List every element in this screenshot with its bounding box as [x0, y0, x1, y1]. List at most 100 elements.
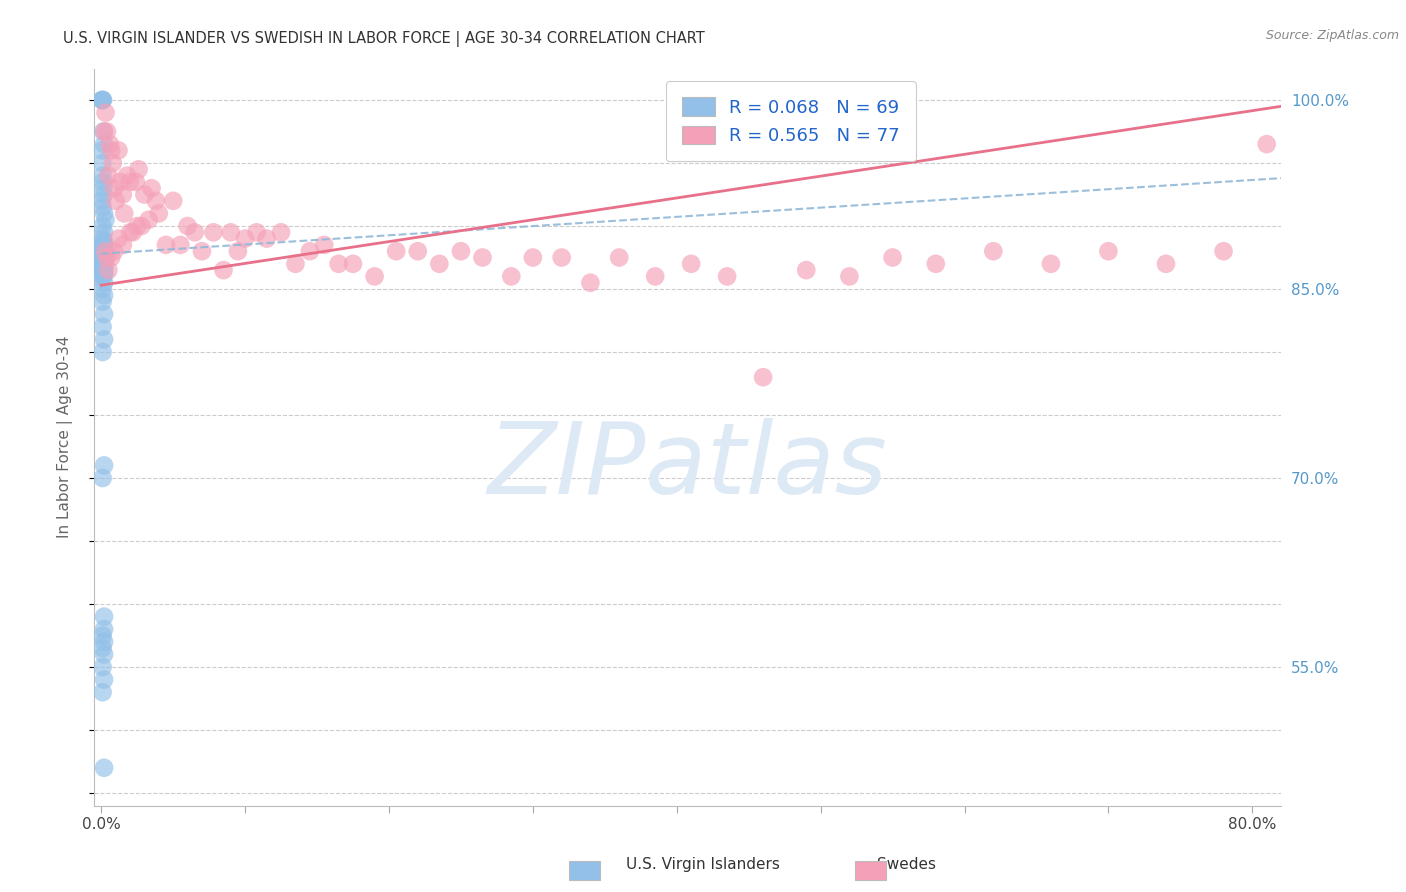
- Point: [246, 225, 269, 239]
- Point: [93, 244, 115, 259]
- Point: [145, 194, 167, 208]
- Point: [226, 244, 249, 259]
- Point: [90, 93, 112, 107]
- Point: [91, 319, 114, 334]
- Point: [93, 253, 115, 268]
- Point: [1256, 137, 1278, 152]
- Point: [108, 175, 131, 189]
- Point: [93, 761, 115, 775]
- Point: [134, 187, 156, 202]
- Point: [93, 260, 115, 275]
- Point: [101, 156, 124, 170]
- Point: [794, 263, 817, 277]
- Point: [93, 263, 115, 277]
- Point: [93, 239, 115, 253]
- Point: [93, 458, 115, 473]
- Point: [91, 345, 114, 359]
- Text: Source: ZipAtlas.com: Source: ZipAtlas.com: [1265, 29, 1399, 42]
- Point: [96, 124, 118, 138]
- Point: [91, 175, 114, 189]
- Point: [93, 255, 115, 269]
- Point: [91, 169, 114, 183]
- Point: [91, 93, 114, 107]
- Point: [328, 257, 350, 271]
- Point: [579, 276, 602, 290]
- Point: [93, 249, 115, 263]
- Point: [91, 261, 114, 276]
- Point: [91, 641, 114, 656]
- Point: [270, 225, 292, 239]
- Point: [91, 267, 114, 281]
- Point: [94, 244, 117, 259]
- Point: [256, 232, 278, 246]
- Point: [107, 232, 129, 246]
- Point: [91, 243, 114, 257]
- Point: [91, 254, 114, 268]
- Point: [1097, 244, 1119, 259]
- Point: [94, 105, 117, 120]
- Point: [91, 294, 114, 309]
- Point: [91, 93, 114, 107]
- Point: [162, 194, 184, 208]
- Point: [93, 124, 115, 138]
- Legend: R = 0.068   N = 69, R = 0.565   N = 77: R = 0.068 N = 69, R = 0.565 N = 77: [666, 81, 915, 161]
- Point: [406, 244, 429, 259]
- Point: [925, 257, 948, 271]
- Point: [1039, 257, 1062, 271]
- Point: [882, 251, 904, 265]
- Point: [644, 269, 666, 284]
- Point: [93, 307, 115, 321]
- Point: [98, 137, 121, 152]
- Point: [125, 175, 148, 189]
- Point: [111, 187, 134, 202]
- Point: [93, 206, 115, 220]
- Point: [91, 219, 114, 233]
- Point: [131, 219, 153, 233]
- Point: [91, 252, 114, 266]
- Point: [93, 187, 115, 202]
- Point: [93, 333, 115, 347]
- Point: [107, 144, 129, 158]
- Point: [93, 673, 115, 687]
- Point: [138, 212, 160, 227]
- Point: [1154, 257, 1177, 271]
- Point: [115, 169, 138, 183]
- Point: [314, 238, 336, 252]
- Point: [184, 225, 207, 239]
- Point: [93, 266, 115, 280]
- Point: [212, 263, 235, 277]
- Point: [93, 635, 115, 649]
- Point: [607, 251, 630, 265]
- Point: [97, 263, 120, 277]
- Point: [91, 235, 114, 250]
- Point: [94, 212, 117, 227]
- Point: [838, 269, 860, 284]
- Point: [93, 622, 115, 636]
- Point: [93, 181, 115, 195]
- Point: [981, 244, 1004, 259]
- Point: [148, 206, 170, 220]
- Point: [681, 257, 703, 271]
- Point: [112, 206, 135, 220]
- Point: [91, 156, 114, 170]
- Point: [91, 257, 114, 271]
- Point: [93, 236, 115, 251]
- Point: [100, 144, 122, 158]
- Point: [91, 245, 114, 260]
- Text: ZIPatlas: ZIPatlas: [488, 418, 887, 515]
- Point: [91, 685, 114, 699]
- Point: [93, 124, 115, 138]
- Point: [97, 169, 120, 183]
- Point: [91, 269, 114, 284]
- Point: [91, 238, 114, 252]
- Point: [93, 609, 115, 624]
- Point: [550, 251, 572, 265]
- Point: [91, 282, 114, 296]
- Point: [93, 276, 115, 290]
- Point: [522, 251, 544, 265]
- Point: [141, 181, 163, 195]
- Point: [104, 194, 127, 208]
- Point: [91, 93, 114, 107]
- Y-axis label: In Labor Force | Age 30-34: In Labor Force | Age 30-34: [58, 335, 73, 538]
- Text: Swedes: Swedes: [877, 857, 936, 872]
